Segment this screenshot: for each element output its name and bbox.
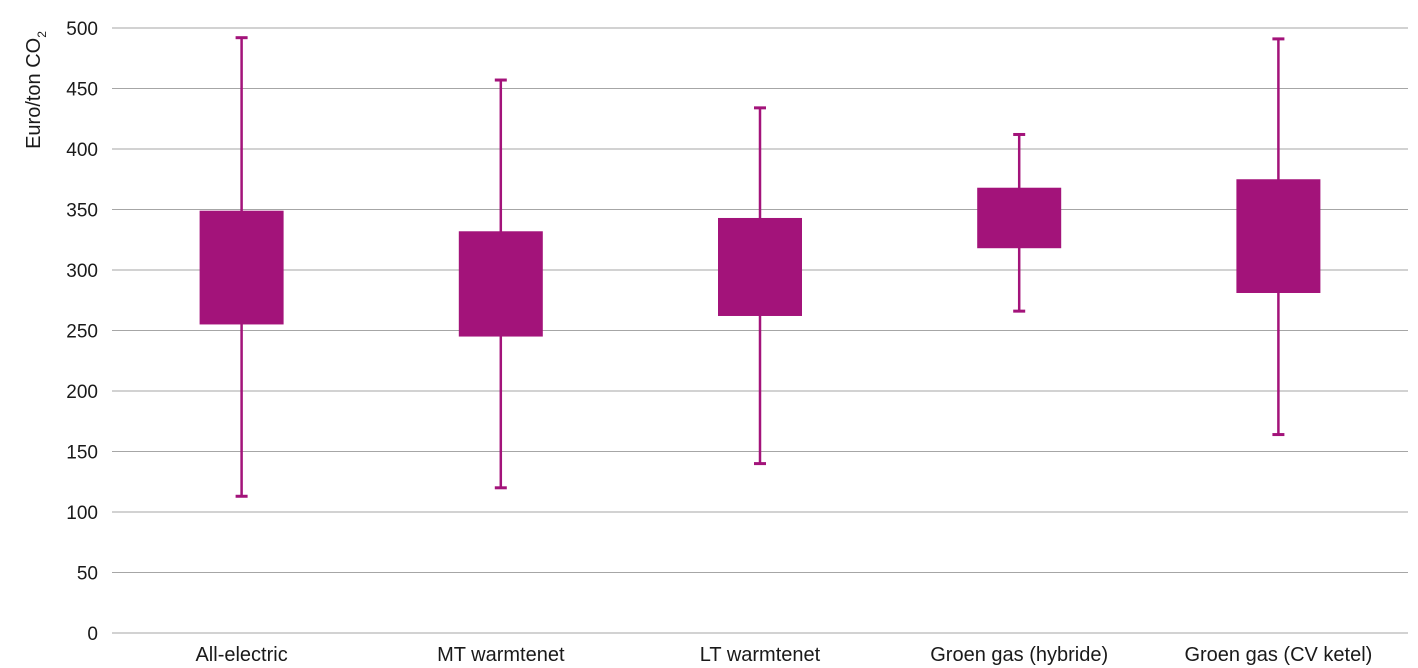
- box-3: [718, 106, 802, 466]
- y-tick-label-250: 250: [66, 322, 98, 343]
- x-axis-labels: All-electric MT warmtenet LT warmtenet Groe…: [195, 644, 1372, 666]
- y-tick-label-200: 200: [66, 382, 98, 403]
- y-tick-label-150: 150: [66, 443, 98, 464]
- y-axis-label: Euro/ton CO2: [23, 31, 49, 149]
- box-body: [718, 217, 802, 316]
- x-tick-label-1: All-electric: [195, 644, 287, 666]
- y-tick-label-100: 100: [66, 503, 98, 524]
- box-body: [199, 210, 284, 325]
- y-tick-label-500: 500: [66, 19, 98, 40]
- box-body: [458, 231, 543, 337]
- y-tick-label-400: 400: [66, 140, 98, 161]
- box-2: [458, 78, 543, 490]
- box-1: [199, 36, 284, 498]
- x-tick-label-5: Groen gas (CV ketel): [1184, 644, 1372, 666]
- y-axis-label-text: Euro/ton CO: [23, 38, 45, 149]
- x-tick-label-4: Groen gas (hybride): [930, 644, 1108, 666]
- boxes: [199, 36, 1321, 498]
- box-body: [977, 187, 1062, 249]
- y-axis-ticks: 0 50 100 150 200 250 300 350 400 450 500: [66, 19, 98, 645]
- x-tick-label-3: LT warmtenet: [700, 644, 821, 666]
- y-tick-label-50: 50: [77, 564, 98, 585]
- box-body: [1236, 179, 1321, 293]
- y-tick-label-450: 450: [66, 80, 98, 101]
- y-axis-label-subscript: 2: [35, 31, 49, 38]
- y-tick-label-0: 0: [87, 624, 98, 645]
- box-5: [1236, 37, 1321, 437]
- y-tick-label-300: 300: [66, 261, 98, 282]
- y-tick-label-350: 350: [66, 201, 98, 222]
- x-tick-label-2: MT warmtenet: [437, 644, 565, 666]
- box-4: [977, 132, 1062, 313]
